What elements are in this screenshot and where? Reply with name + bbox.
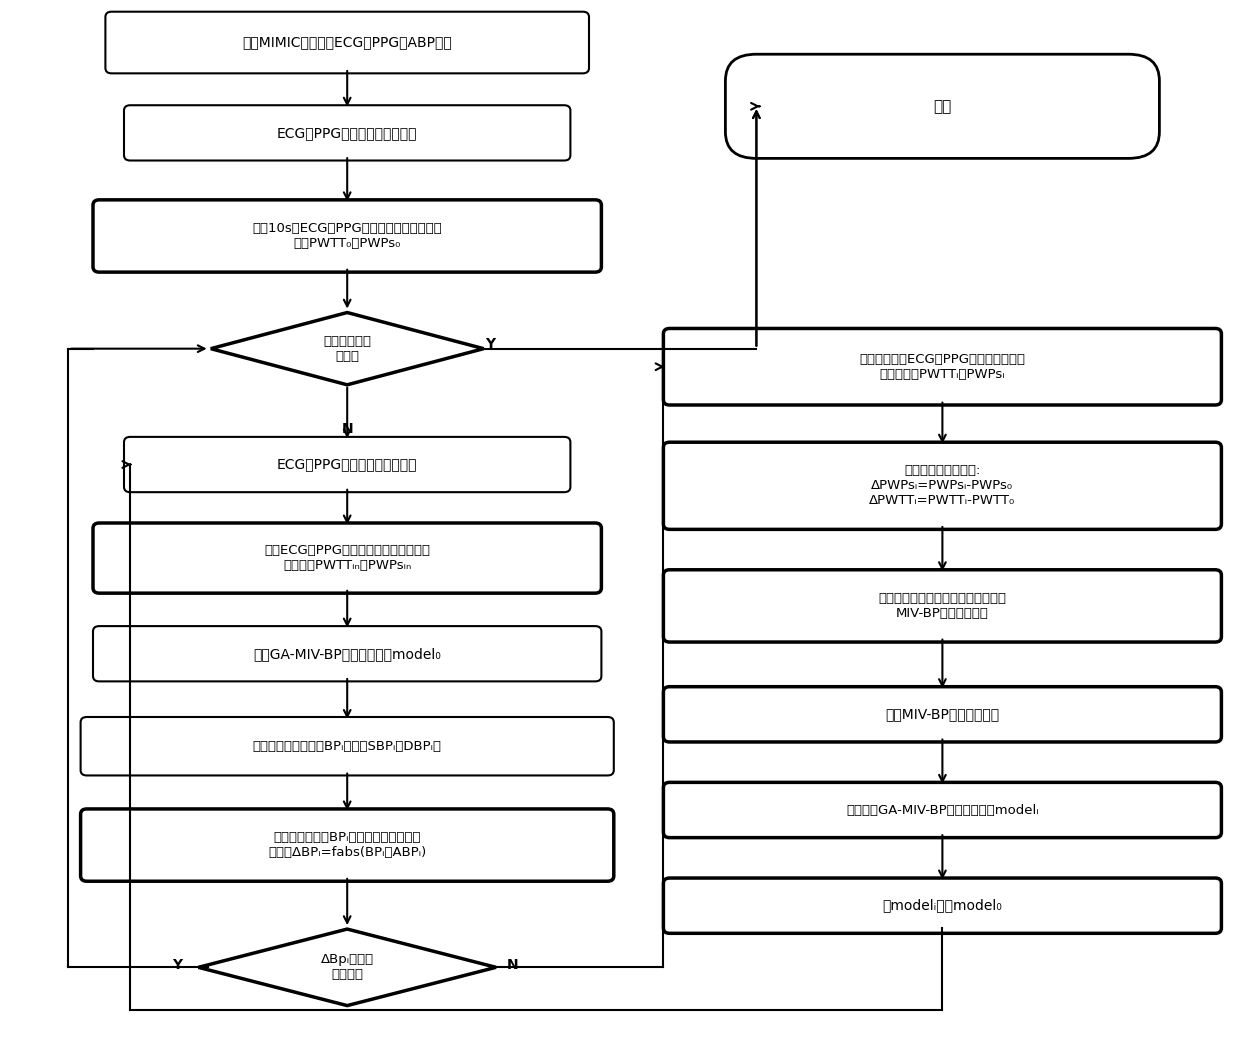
FancyBboxPatch shape	[663, 442, 1221, 529]
Text: 计算得到血压预测值BPᵢ（包括SBPᵢ、DBPᵢ）: 计算得到血压预测值BPᵢ（包括SBPᵢ、DBPᵢ）	[253, 740, 441, 753]
Text: 调用MIV-BP网络训练算法: 调用MIV-BP网络训练算法	[885, 707, 999, 722]
Text: 调用MIMIC数据库中ECG、PPG和ABP信号: 调用MIMIC数据库中ECG、PPG和ABP信号	[242, 35, 453, 50]
Text: 结束: 结束	[934, 99, 951, 114]
FancyBboxPatch shape	[663, 687, 1221, 742]
Text: 用modelᵢ替换model₀: 用modelᵢ替换model₀	[883, 898, 1002, 913]
Text: N: N	[506, 958, 518, 973]
FancyBboxPatch shape	[93, 626, 601, 681]
Polygon shape	[211, 313, 484, 385]
FancyBboxPatch shape	[663, 878, 1221, 933]
Text: 计算当前节拍ECG、PPG信号特征参数平
均值，记为PWTTᵢ、PWPsᵢ: 计算当前节拍ECG、PPG信号特征参数平 均值，记为PWTTᵢ、PWPsᵢ	[859, 353, 1025, 381]
FancyBboxPatch shape	[124, 105, 570, 161]
FancyBboxPatch shape	[105, 12, 589, 73]
Text: Y: Y	[172, 958, 182, 973]
FancyBboxPatch shape	[663, 328, 1221, 405]
FancyBboxPatch shape	[725, 54, 1159, 158]
Text: 计算血压预测值BPᵢ与实际测量值之间的
误差：ΔBPᵢ=fabs(BPᵢ－ABPᵢ): 计算血压预测值BPᵢ与实际测量值之间的 误差：ΔBPᵢ=fabs(BPᵢ－ABP…	[268, 831, 427, 859]
Text: 利用机器学习分类并构建对应类别的
MIV-BP模型训练样本: 利用机器学习分类并构建对应类别的 MIV-BP模型训练样本	[878, 592, 1007, 620]
Text: ECG、PPG信号处理及特征提取: ECG、PPG信号处理及特征提取	[277, 457, 418, 472]
Text: 计算10s内ECG、PPG信号特征参数平均值，
记为PWTT₀、PWPs₀: 计算10s内ECG、PPG信号特征参数平均值， 记为PWTT₀、PWPs₀	[252, 222, 443, 250]
FancyBboxPatch shape	[93, 200, 601, 272]
Text: ΔBpᵢ在容许
范围内？: ΔBpᵢ在容许 范围内？	[321, 954, 373, 981]
FancyBboxPatch shape	[124, 437, 570, 492]
Text: 生成新的GA-MIV-BP血压预测模型modelᵢ: 生成新的GA-MIV-BP血压预测模型modelᵢ	[846, 804, 1039, 816]
FancyBboxPatch shape	[81, 809, 614, 881]
Text: 计算ECG、PPG信号每个节拍的特征参数
值，记为PWTTᵢₙ、PWPsᵢₙ: 计算ECG、PPG信号每个节拍的特征参数 值，记为PWTTᵢₙ、PWPsᵢₙ	[264, 544, 430, 572]
Text: 计算特征参数变化量:
ΔPWPsᵢ=PWPsᵢ-PWPs₀
ΔPWTTᵢ=PWTTᵢ-PWTT₀: 计算特征参数变化量: ΔPWPsᵢ=PWPsᵢ-PWPs₀ ΔPWTTᵢ=PWT…	[869, 465, 1016, 507]
Polygon shape	[198, 929, 496, 1006]
Text: 已到最后一个
节拍？: 已到最后一个 节拍？	[324, 335, 371, 362]
FancyBboxPatch shape	[81, 718, 614, 776]
Text: Y: Y	[485, 337, 495, 352]
Text: 调用GA-MIV-BP血压预测模型model₀: 调用GA-MIV-BP血压预测模型model₀	[253, 646, 441, 661]
Text: ECG、PPG信号处理及特征提取: ECG、PPG信号处理及特征提取	[277, 125, 418, 140]
FancyBboxPatch shape	[663, 570, 1221, 642]
FancyBboxPatch shape	[93, 523, 601, 593]
Text: N: N	[341, 422, 353, 437]
FancyBboxPatch shape	[663, 782, 1221, 838]
